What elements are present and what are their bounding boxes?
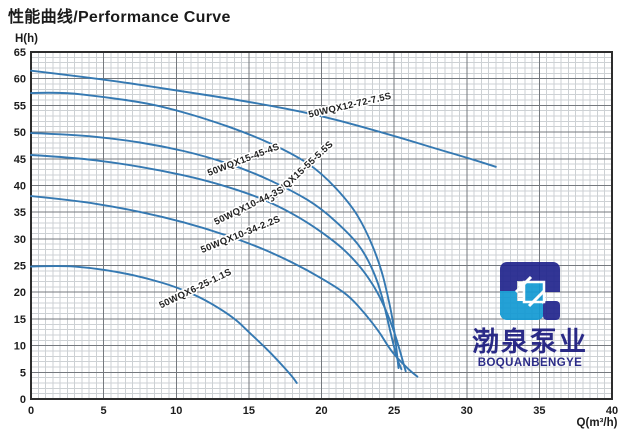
y-tick: 40 xyxy=(14,181,26,193)
x-tick: 35 xyxy=(533,405,545,417)
y-tick: 45 xyxy=(14,154,26,166)
y-tick: 55 xyxy=(14,100,26,112)
grid-major xyxy=(31,52,612,399)
logo-shape-left-column xyxy=(500,270,517,291)
x-tick-labels: 0 5 10 15 20 25 30 35 40 xyxy=(28,405,618,417)
curve-50WQX15-55-5.5S xyxy=(30,91,400,369)
page-title: 性能曲线/Performance Curve xyxy=(8,9,231,26)
logo-shape-bottom-right xyxy=(543,301,560,320)
logo-text-en: BOQUANBENGYE xyxy=(477,357,583,370)
y-tick: 65 xyxy=(14,47,26,59)
y-tick: 20 xyxy=(14,287,26,299)
y-tick: 30 xyxy=(14,234,26,246)
y-tick: 10 xyxy=(14,341,26,353)
y-tick: 25 xyxy=(14,261,26,273)
x-tick: 30 xyxy=(461,405,473,417)
x-tick: 40 xyxy=(606,405,618,417)
y-tick: 5 xyxy=(20,367,26,379)
y-tick: 35 xyxy=(14,207,26,219)
curve-50WQX10-34-2.2S xyxy=(30,195,419,378)
curve-50WQX6-25-1.1S xyxy=(30,265,298,384)
x-tick: 5 xyxy=(101,405,107,417)
x-axis-title: Q(m³/h) xyxy=(576,417,618,429)
y-tick: 15 xyxy=(14,314,26,326)
x-tick: 25 xyxy=(388,405,400,417)
y-axis-title: H(h) xyxy=(15,33,38,45)
x-tick: 10 xyxy=(170,405,182,417)
plot-border xyxy=(30,51,613,400)
boquan-logo-mark xyxy=(500,262,560,320)
y-tick: 60 xyxy=(14,74,26,86)
x-tick: 0 xyxy=(28,405,34,417)
logo-cut-upper xyxy=(514,275,533,294)
y-tick: 0 xyxy=(20,394,26,406)
y-tick-labels: 0 5 10 15 20 25 30 35 40 45 50 55 60 65 xyxy=(14,47,26,406)
y-tick: 50 xyxy=(14,127,26,139)
boquan-logo: 渤泉泵业 BOQUANBENGYE xyxy=(459,258,601,369)
logo-shape-right-column xyxy=(543,270,560,292)
curve-50WQX12-72-7.5S xyxy=(30,69,497,168)
pump-curves xyxy=(30,69,497,384)
logo-cut-lower xyxy=(527,289,546,308)
logo-shape-bottom-band xyxy=(500,301,544,320)
x-tick: 15 xyxy=(243,405,255,417)
x-tick: 20 xyxy=(315,405,327,417)
curve-50WQX10-44-3S xyxy=(30,154,407,373)
logo-text-cn: 渤泉泵业 xyxy=(472,327,588,357)
